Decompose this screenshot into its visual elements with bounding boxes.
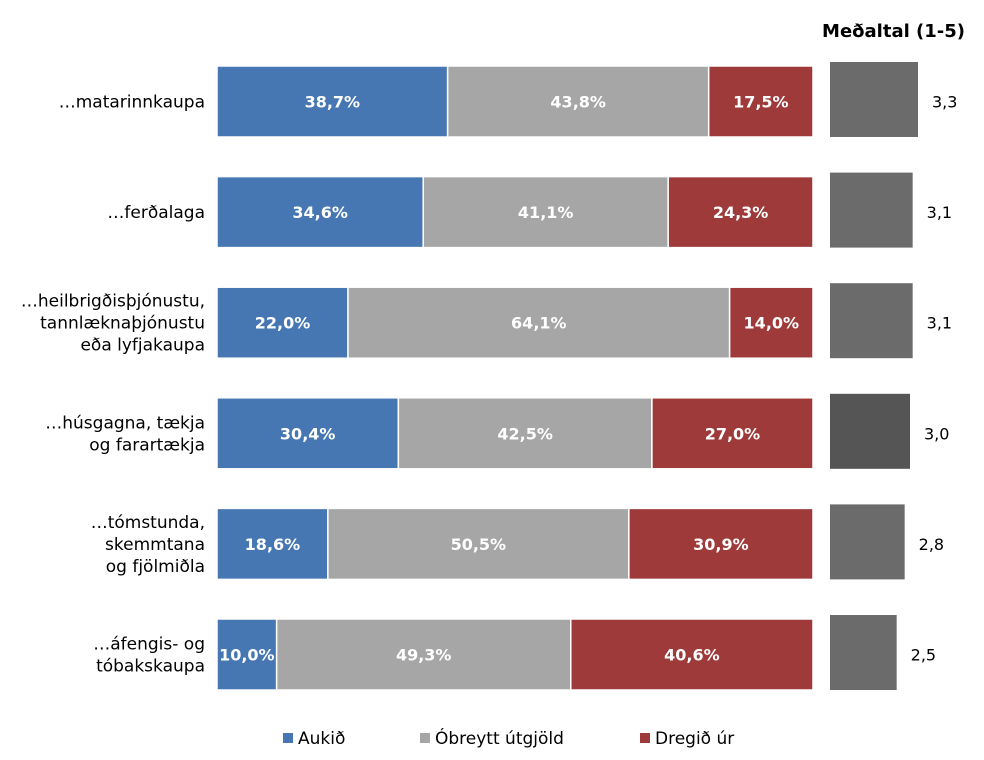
- data-label: 30,9%: [693, 535, 749, 554]
- bar-segment: [628, 507, 814, 581]
- average-bars: Meðaltal (1-5) 3,3 3,1 3,1 3,0 2,8 2,5: [822, 21, 965, 690]
- bar-segment: [446, 65, 710, 138]
- data-label: 49,3%: [396, 646, 452, 665]
- legend-swatch: [420, 733, 430, 743]
- bar-segment: [216, 65, 449, 138]
- category-label: …matarinnkaupa: [59, 93, 205, 113]
- average-bar: [830, 62, 918, 137]
- average-value-label: 3,1: [927, 314, 952, 333]
- data-label: 41,1%: [518, 203, 574, 222]
- data-label: 27,0%: [705, 424, 761, 443]
- stacked-bars: …matarinnkaupa 38,7% 43,8% 17,5% …ferðalaga 3…: [21, 65, 814, 691]
- data-label: 30,4%: [280, 424, 336, 443]
- data-label: 34,6%: [292, 203, 348, 222]
- bar-segment: [216, 286, 349, 359]
- bar-segment: [275, 618, 572, 691]
- data-label: 50,5%: [451, 535, 507, 554]
- data-label: 18,6%: [245, 535, 301, 554]
- average-bar: [830, 504, 905, 580]
- legend-swatch: [283, 733, 293, 743]
- bar-segment: [667, 175, 814, 249]
- bar-segment: [651, 397, 814, 470]
- legend-label: Óbreytt útgjöld: [435, 727, 564, 749]
- average-bar: [830, 172, 913, 248]
- data-label: 10,0%: [219, 646, 275, 665]
- legend: Aukið Óbreytt útgjöld Dregið úr: [283, 727, 734, 749]
- data-label: 22,0%: [255, 314, 311, 333]
- category-label: …heilbrigðisþjónustu, tannlæknaþjónustu eð…: [21, 292, 205, 356]
- bar-segment: [728, 286, 814, 359]
- average-bar: [830, 283, 913, 359]
- bar-segment: [216, 618, 278, 691]
- category-label: …ferðalaga: [107, 203, 205, 223]
- average-value-label: 2,8: [919, 535, 944, 554]
- data-label: 43,8%: [550, 93, 606, 112]
- legend-swatch: [640, 733, 650, 743]
- data-label: 17,5%: [733, 93, 789, 112]
- average-bar: [830, 393, 910, 469]
- bar-segment: [347, 286, 731, 359]
- average-value-label: 3,3: [932, 93, 957, 112]
- legend-label: Aukið: [298, 729, 345, 749]
- bar-segment: [707, 65, 814, 138]
- bar-segment: [216, 175, 424, 249]
- legend-label: Dregið úr: [655, 729, 734, 749]
- data-label: 64,1%: [511, 314, 567, 333]
- average-title: Meðaltal (1-5): [822, 21, 965, 42]
- data-label: 14,0%: [744, 314, 800, 333]
- average-value-label: 3,1: [927, 203, 952, 222]
- category-label: …tómstunda, skemmtana og fjölmiðla: [91, 513, 205, 577]
- average-value-label: 2,5: [911, 646, 936, 665]
- category-label: …húsgagna, tækja og farartækja: [45, 413, 205, 455]
- average-value-label: 3,0: [924, 424, 949, 443]
- bar-segment: [216, 507, 329, 581]
- bar-segment: [327, 507, 630, 581]
- bar-segment: [422, 175, 669, 249]
- data-label: 38,7%: [305, 93, 361, 112]
- data-label: 42,5%: [497, 424, 553, 443]
- bar-segment: [216, 397, 400, 470]
- bar-segment: [570, 618, 814, 691]
- category-label: …áfengis- og tóbakskaupa: [93, 635, 205, 677]
- data-label: 24,3%: [713, 203, 769, 222]
- data-label: 40,6%: [664, 646, 720, 665]
- average-bar: [830, 615, 897, 690]
